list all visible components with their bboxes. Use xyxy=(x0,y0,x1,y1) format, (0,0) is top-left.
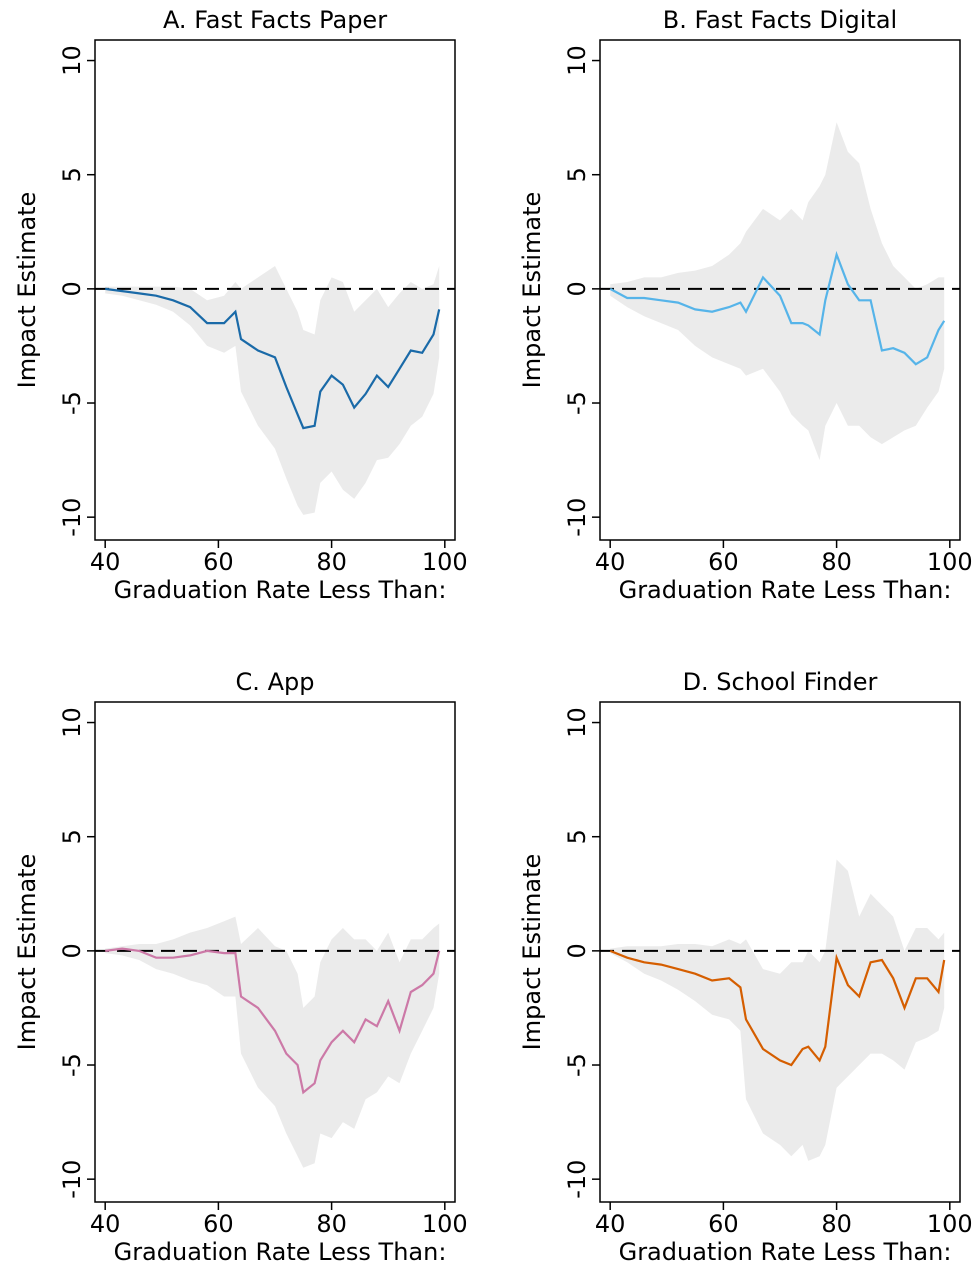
confidence-band xyxy=(105,266,440,515)
x-tick-label: 100 xyxy=(422,548,468,576)
y-tick-label: -10 xyxy=(58,498,86,537)
y-tick-label: 5 xyxy=(563,167,591,182)
x-tick-label: 40 xyxy=(595,1210,626,1238)
x-tick-label: 40 xyxy=(595,548,626,576)
x-axis-title: Graduation Rate Less Than: xyxy=(619,576,952,604)
x-axis-title: Graduation Rate Less Than: xyxy=(619,1238,952,1266)
y-tick-label: 0 xyxy=(563,281,591,296)
y-axis-title: Impact Estimate xyxy=(518,192,546,389)
plot-frame xyxy=(599,39,961,541)
plot-frame xyxy=(94,701,456,1203)
x-tick-label: 80 xyxy=(316,1210,347,1238)
confidence-band xyxy=(105,916,440,1168)
x-tick-label: 60 xyxy=(708,548,739,576)
x-tick-label: 40 xyxy=(90,1210,121,1238)
y-tick-label: -10 xyxy=(58,1160,86,1199)
y-tick-label: 10 xyxy=(563,707,591,738)
estimate-line xyxy=(105,287,441,430)
y-axis-title: Impact Estimate xyxy=(518,854,546,1051)
y-tick-label: -5 xyxy=(563,391,591,415)
y-tick-label: 5 xyxy=(58,167,86,182)
chart-title: A. Fast Facts Paper xyxy=(163,6,387,34)
estimate-line xyxy=(609,250,946,366)
y-tick-label: 0 xyxy=(58,943,86,958)
plot-frame xyxy=(94,39,456,541)
x-tick-label: 100 xyxy=(927,1210,973,1238)
x-tick-label: 60 xyxy=(203,1210,234,1238)
y-axis-title: Impact Estimate xyxy=(13,192,41,389)
x-tick-label: 100 xyxy=(422,1210,468,1238)
x-axis-title: Graduation Rate Less Than: xyxy=(114,576,447,604)
x-tick-label: 100 xyxy=(927,548,973,576)
chart-title: C. App xyxy=(236,668,315,696)
chart-title: D. School Finder xyxy=(683,668,878,696)
estimate-line xyxy=(609,949,946,1067)
plot-frame xyxy=(599,701,961,1203)
x-tick-label: 60 xyxy=(708,1210,739,1238)
y-tick-label: 0 xyxy=(563,943,591,958)
y-tick-label: 0 xyxy=(58,281,86,296)
y-tick-label: -5 xyxy=(563,1053,591,1077)
x-tick-label: 80 xyxy=(821,548,852,576)
y-tick-label: -5 xyxy=(58,391,86,415)
y-tick-label: 5 xyxy=(58,829,86,844)
x-tick-label: 80 xyxy=(821,1210,852,1238)
y-tick-label: 10 xyxy=(563,45,591,76)
chart-title: B. Fast Facts Digital xyxy=(663,6,897,34)
confidence-band xyxy=(610,859,945,1161)
y-tick-label: -5 xyxy=(58,1053,86,1077)
y-tick-label: 10 xyxy=(58,707,86,738)
x-tick-label: 80 xyxy=(316,548,347,576)
y-axis-title: Impact Estimate xyxy=(13,854,41,1051)
y-tick-label: 10 xyxy=(58,45,86,76)
y-tick-label: -10 xyxy=(563,1160,591,1199)
estimate-line xyxy=(105,947,441,1095)
y-tick-label: 5 xyxy=(563,829,591,844)
y-tick-label: -10 xyxy=(563,498,591,537)
x-tick-label: 40 xyxy=(90,548,121,576)
x-tick-label: 60 xyxy=(203,548,234,576)
x-axis-title: Graduation Rate Less Than: xyxy=(114,1238,447,1266)
